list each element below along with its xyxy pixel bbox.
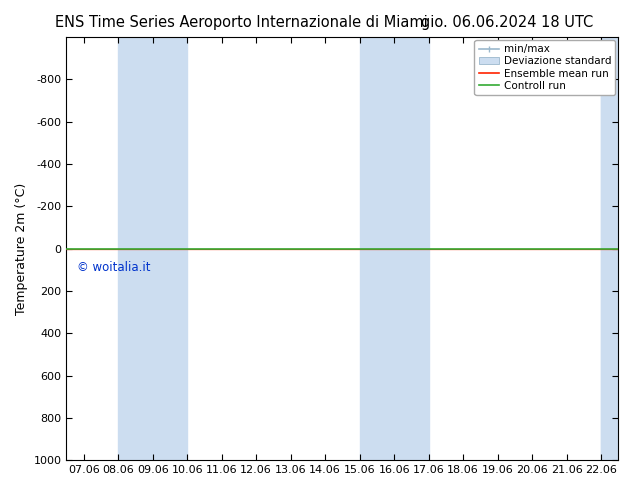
Text: ENS Time Series Aeroporto Internazionale di Miami: ENS Time Series Aeroporto Internazionale… [55, 15, 427, 30]
Text: © woitalia.it: © woitalia.it [77, 261, 151, 274]
Legend: min/max, Deviazione standard, Ensemble mean run, Controll run: min/max, Deviazione standard, Ensemble m… [474, 40, 615, 95]
Bar [359, 37, 429, 460]
Text: gio. 06.06.2024 18 UTC: gio. 06.06.2024 18 UTC [421, 15, 593, 30]
Bar [601, 37, 618, 460]
Bar [118, 37, 187, 460]
Bar [601, 37, 634, 460]
Y-axis label: Temperature 2m (°C): Temperature 2m (°C) [15, 182, 28, 315]
